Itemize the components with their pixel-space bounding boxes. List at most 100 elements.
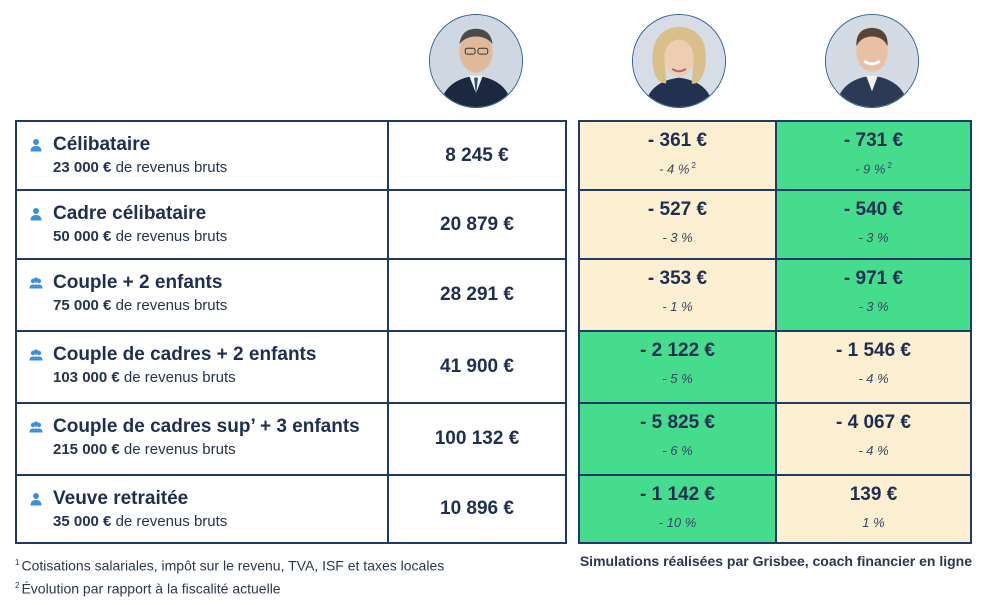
income-value: 50 000 € bbox=[53, 228, 112, 245]
person-icon bbox=[29, 138, 43, 152]
households-table: Célibataire 23 000 € de revenus bruts 8 24… bbox=[15, 120, 567, 544]
impact-amount: - 527 € bbox=[647, 199, 708, 220]
candidate-a-impact-cell: - 361 € - 4 % 2 bbox=[580, 122, 777, 191]
candidates-impact-table: - 361 € - 4 % 2- 731 € - 9 % 2- 527 € - 3 % - … bbox=[578, 120, 972, 544]
impact-amount: - 540 € bbox=[843, 199, 904, 220]
impact-amount: 139 € bbox=[849, 484, 898, 505]
current-tax-cell: 8 245 € bbox=[389, 122, 565, 191]
impact-percent: - 4 % bbox=[777, 443, 970, 458]
impact-percent-value: - 5 % bbox=[662, 371, 693, 386]
portrait-2 bbox=[632, 14, 726, 108]
income-suffix: de revenus bruts bbox=[123, 369, 236, 386]
portrait-1-image bbox=[430, 15, 522, 107]
candidate-b-impact-cell: - 971 € - 3 % bbox=[777, 260, 970, 332]
credit-note: Simulations réalisées par Grisbee, coach… bbox=[579, 553, 972, 569]
impact-amount: - 361 € bbox=[647, 130, 708, 151]
impact-percent: - 3 % bbox=[777, 230, 970, 245]
profile-income: 35 000 € de revenus bruts bbox=[53, 513, 377, 530]
impact-percent: - 3 % bbox=[777, 299, 970, 314]
current-tax-cell: 100 132 € bbox=[389, 404, 565, 476]
profile-income: 103 000 € de revenus bruts bbox=[53, 369, 377, 386]
profile-income: 50 000 € de revenus bruts bbox=[53, 228, 377, 245]
profile-cell: Célibataire 23 000 € de revenus bruts bbox=[17, 122, 389, 191]
current-tax-value: 20 879 € bbox=[440, 213, 514, 235]
impact-percent: - 5 % bbox=[580, 371, 775, 386]
candidate-a-impact-cell: - 527 € - 3 % bbox=[580, 191, 777, 260]
footnotes: 1 Cotisations salariales, impôt sur le re… bbox=[15, 553, 444, 598]
profile-title: Couple de cadres + 2 enfants bbox=[53, 344, 317, 365]
group-icon bbox=[29, 348, 43, 362]
person-icon bbox=[29, 492, 43, 506]
income-value: 35 000 € bbox=[53, 513, 112, 530]
current-tax-cell: 28 291 € bbox=[389, 260, 565, 332]
profile-cell: Couple de cadres + 2 enfants 103 000 € de… bbox=[17, 332, 389, 404]
impact-percent-value: - 1 % bbox=[662, 299, 693, 314]
group-icon bbox=[29, 276, 43, 290]
impact-percent-value: 1 % bbox=[862, 515, 885, 530]
profile-head: Célibataire bbox=[29, 134, 377, 156]
income-value: 103 000 € bbox=[53, 369, 120, 386]
impact-amount: - 353 € bbox=[647, 268, 708, 289]
profile-title: Célibataire bbox=[53, 134, 151, 155]
profile-title: Couple + 2 enfants bbox=[53, 272, 223, 293]
footnote-1: 1 Cotisations salariales, impôt sur le re… bbox=[15, 557, 445, 574]
candidate-a-impact-cell: - 2 122 € - 5 % bbox=[580, 332, 777, 404]
impact-percent-value: - 4 % bbox=[858, 371, 889, 386]
current-tax-cell: 41 900 € bbox=[389, 332, 565, 404]
current-tax-cell: 10 896 € bbox=[389, 476, 565, 542]
candidate-a-impact-cell: - 5 825 € - 6 % bbox=[580, 404, 777, 476]
impact-percent-value: - 9 % bbox=[855, 161, 886, 177]
candidate-a-impact-cell: - 1 142 € - 10 % bbox=[580, 476, 777, 542]
candidate-b-impact-cell: - 4 067 € - 4 % bbox=[777, 404, 970, 476]
impact-percent-value: - 4 % bbox=[858, 443, 889, 458]
income-suffix: de revenus bruts bbox=[115, 297, 228, 314]
impact-percent-value: - 4 % bbox=[659, 161, 690, 177]
impact-amount: - 971 € bbox=[843, 268, 904, 289]
impact-percent: - 3 % bbox=[580, 230, 775, 245]
profile-cell: Couple de cadres sup’ + 3 enfants 215 000… bbox=[17, 404, 389, 476]
impact-percent: 1 % bbox=[777, 515, 970, 530]
profile-cell: Veuve retraitée 35 000 € de revenus bruts bbox=[17, 476, 389, 542]
impact-percent: - 4 % bbox=[777, 371, 970, 386]
profile-title: Cadre célibataire bbox=[53, 203, 207, 224]
candidate-b-impact-cell: - 540 € - 3 % bbox=[777, 191, 970, 260]
current-tax-value: 10 896 € bbox=[440, 498, 514, 519]
income-suffix: de revenus bruts bbox=[115, 228, 228, 245]
profile-head: Couple de cadres sup’ + 3 enfants bbox=[29, 416, 377, 438]
impact-percent-value: - 3 % bbox=[662, 230, 693, 245]
income-suffix: de revenus bruts bbox=[115, 513, 228, 530]
impact-percent: - 6 % bbox=[580, 443, 775, 458]
income-value: 215 000 € bbox=[53, 441, 120, 458]
profile-income: 75 000 € de revenus bruts bbox=[53, 297, 377, 314]
footnote-ref: 2 bbox=[691, 161, 696, 170]
current-tax-value: 28 291 € bbox=[440, 284, 514, 305]
impact-amount: - 731 € bbox=[843, 130, 904, 151]
portrait-3-image bbox=[826, 15, 918, 107]
impact-percent: - 1 % bbox=[580, 299, 775, 314]
impact-amount: - 4 067 € bbox=[836, 412, 911, 433]
candidate-b-impact-cell: - 1 546 € - 4 % bbox=[777, 332, 970, 404]
portrait-1 bbox=[429, 14, 523, 108]
income-suffix: de revenus bruts bbox=[123, 441, 236, 458]
impact-percent-value: - 10 % bbox=[658, 515, 697, 530]
profile-cell: Cadre célibataire 50 000 € de revenus bru… bbox=[17, 191, 389, 260]
current-tax-value: 8 245 € bbox=[445, 144, 509, 166]
portrait-3 bbox=[825, 14, 919, 108]
portrait-2-image bbox=[633, 15, 725, 107]
income-suffix: de revenus bruts bbox=[115, 159, 228, 176]
impact-percent: - 10 % bbox=[580, 515, 775, 530]
impact-percent-value: - 3 % bbox=[858, 299, 889, 314]
impact-percent: - 9 % 2 bbox=[777, 161, 970, 176]
profile-head: Veuve retraitée bbox=[29, 488, 377, 510]
income-value: 75 000 € bbox=[53, 297, 112, 314]
impact-percent-value: - 6 % bbox=[662, 443, 693, 458]
impact-amount: - 1 142 € bbox=[640, 484, 715, 505]
current-tax-value: 100 132 € bbox=[434, 428, 520, 449]
impact-amount: - 1 546 € bbox=[836, 340, 911, 361]
impact-percent-value: - 3 % bbox=[858, 230, 889, 245]
footnote-2: 2 Évolution par rapport à la fiscalité ac… bbox=[15, 580, 281, 597]
group-icon bbox=[29, 420, 43, 434]
person-icon bbox=[29, 207, 43, 221]
candidate-b-impact-cell: - 731 € - 9 % 2 bbox=[777, 122, 970, 191]
income-value: 23 000 € bbox=[53, 159, 112, 176]
